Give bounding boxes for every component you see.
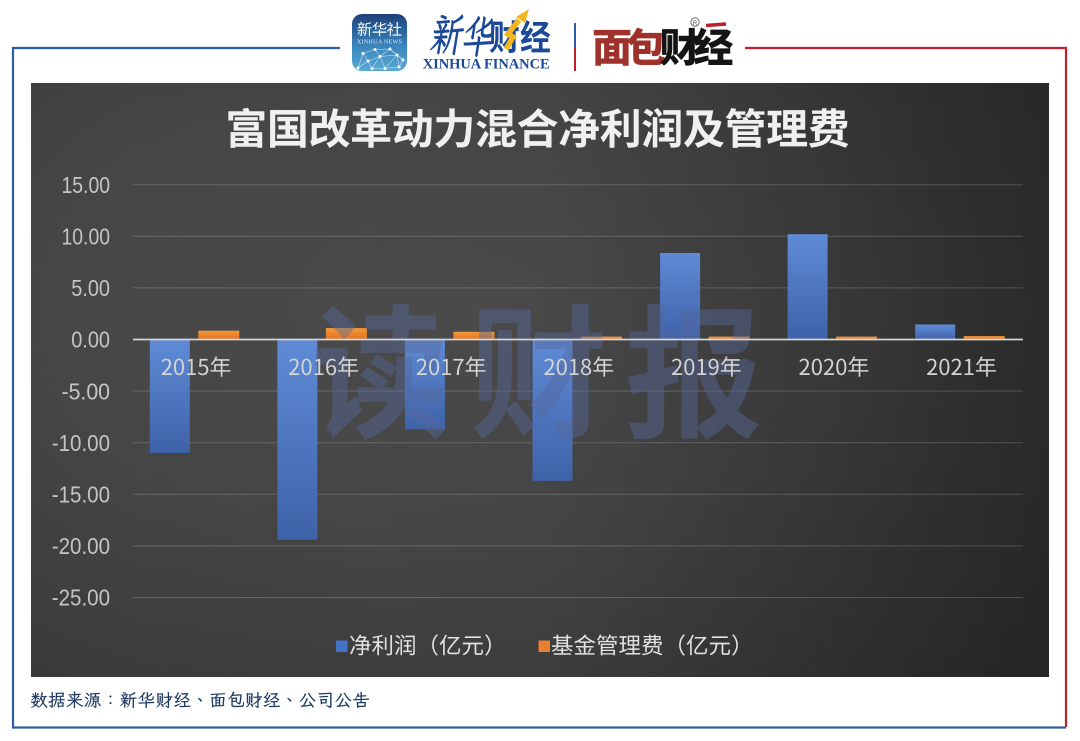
svg-text:-15.00: -15.00 (52, 482, 110, 508)
svg-text:-10.00: -10.00 (52, 430, 110, 456)
svg-text:-25.00: -25.00 (52, 585, 110, 611)
svg-text:-5.00: -5.00 (62, 378, 111, 404)
svg-text:0.00: 0.00 (71, 327, 110, 353)
svg-text:10.00: 10.00 (62, 224, 111, 250)
svg-text:5.00: 5.00 (71, 275, 110, 301)
svg-text:XINHUA FINANCE: XINHUA FINANCE (423, 57, 550, 73)
svg-text:XINHUA NEWS: XINHUA NEWS (357, 39, 403, 46)
svg-text:R: R (693, 21, 698, 27)
svg-text:-20.00: -20.00 (52, 533, 110, 559)
svg-text:15.00: 15.00 (62, 172, 111, 198)
